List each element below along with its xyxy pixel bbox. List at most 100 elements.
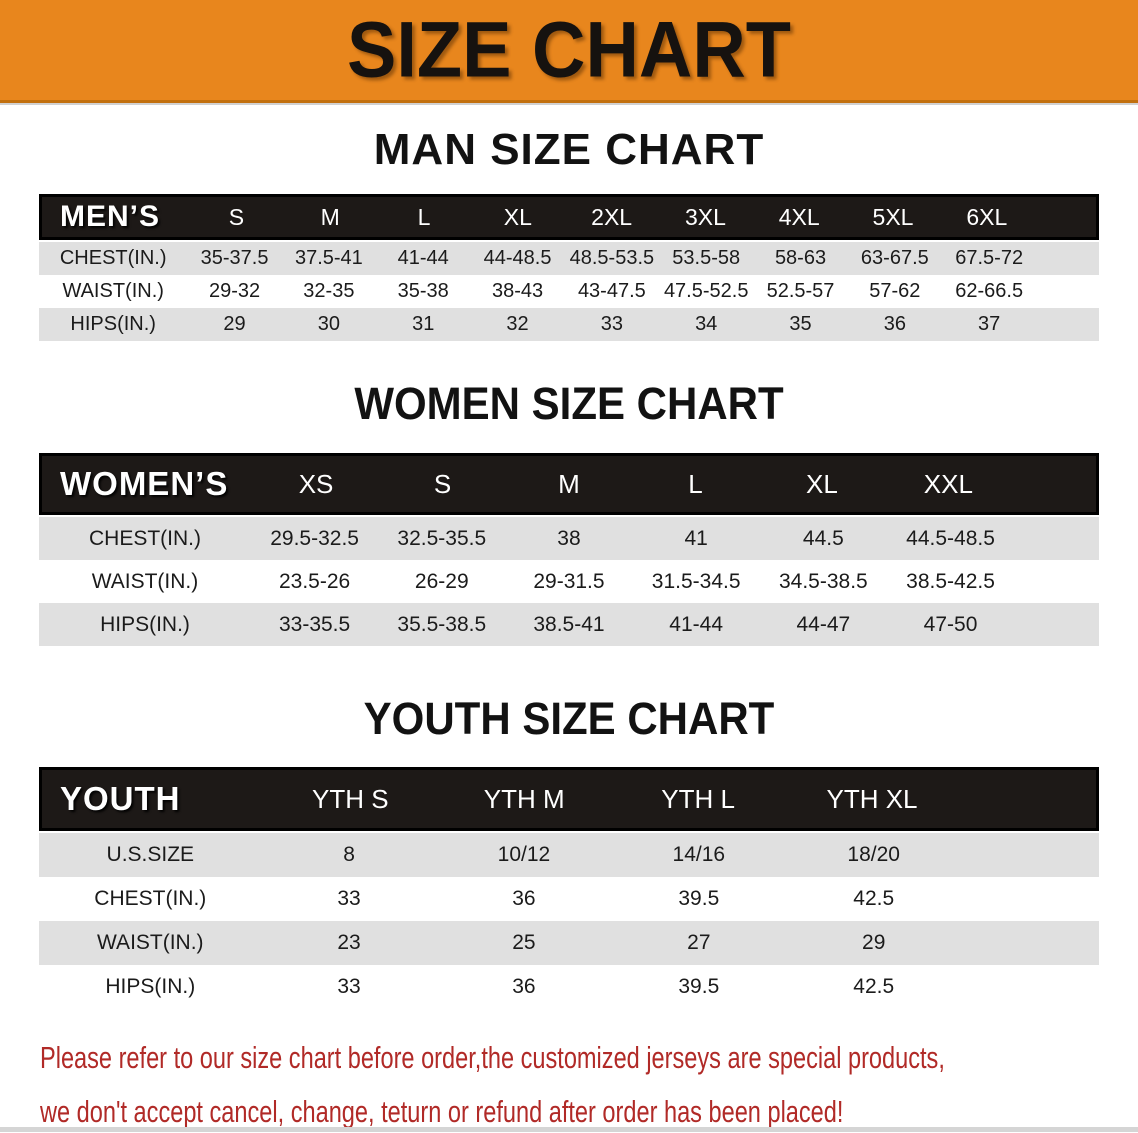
value-cell: 44-48.5 — [483, 247, 552, 269]
table-row: WAIST(IN.) 29-32 32-35 35-38 38-43 43-47… — [39, 275, 1099, 308]
men-table-header-row: MEN’S S M L XL 2XL 3XL 4XL 5XL 6XL — [39, 194, 1099, 240]
value-cell: 10/12 — [497, 843, 551, 866]
value-cell: 31 — [412, 313, 435, 335]
value-cell: 35-38 — [397, 280, 449, 302]
value-cell: 29-32 — [208, 280, 261, 302]
row-label: HIPS(IN.) — [100, 612, 190, 636]
value-cell: 36 — [512, 975, 536, 998]
women-group-label: WOMEN’S — [60, 465, 229, 502]
youth-size-chart-section: YOUTH SIZE CHART YOUTH YTH S YTH M YTH L… — [0, 693, 1138, 1009]
value-cell: 63-67.5 — [860, 247, 929, 269]
value-cell: 53.5-58 — [672, 247, 741, 269]
row-label: HIPS(IN.) — [70, 313, 156, 335]
row-label: CHEST(IN.) — [89, 526, 201, 550]
value-cell: 42.5 — [853, 887, 895, 910]
value-cell: 32 — [506, 313, 529, 335]
value-cell: 52.5-57 — [766, 280, 835, 302]
value-cell: 44-47 — [796, 612, 851, 636]
man-size-chart-section: MAN SIZE CHART MEN’S S M L XL 2XL 3XL 4X… — [0, 128, 1138, 341]
women-size-table: WOMEN’S XS S M L XL XXL CHEST(IN.) 29.5-… — [39, 453, 1099, 646]
column-header-cell: S — [228, 203, 245, 230]
table-row: CHEST(IN.) 29.5-32.5 32.5-35.5 38 41 44.… — [39, 517, 1099, 560]
bottom-strip — [0, 1127, 1138, 1132]
value-cell: 38-43 — [491, 280, 544, 302]
row-label: WAIST(IN.) — [91, 569, 199, 593]
value-cell: 29 — [223, 313, 246, 335]
value-cell: 35-37.5 — [200, 247, 269, 269]
column-header-cell: XL — [503, 203, 532, 230]
youth-size-table: YOUTH YTH S YTH M YTH L YTH XL U.S.SIZE … — [39, 767, 1099, 1009]
value-cell: 41 — [684, 526, 708, 550]
value-cell: 8 — [343, 843, 355, 866]
value-cell: 38.5-41 — [533, 612, 605, 636]
value-cell: 29.5-32.5 — [270, 526, 359, 550]
value-cell: 26-29 — [414, 569, 469, 593]
column-header-cell: YTH S — [311, 783, 389, 814]
column-header-cell: YTH XL — [826, 783, 918, 814]
value-cell: 58-63 — [774, 247, 827, 269]
value-cell: 32.5-35.5 — [397, 526, 487, 550]
women-table-header-row: WOMEN’S XS S M L XL XXL — [39, 453, 1099, 515]
value-cell: 38.5-42.5 — [906, 569, 995, 593]
column-header-cell: M — [558, 468, 580, 499]
column-header-cell: 2XL — [591, 203, 633, 230]
value-cell: 38 — [557, 526, 581, 550]
column-header-cell: L — [417, 203, 431, 230]
table-row: WAIST(IN.) 23 25 27 29 — [39, 921, 1099, 965]
value-cell: 42.5 — [853, 975, 895, 998]
row-label: U.S.SIZE — [106, 843, 195, 866]
value-cell: 23.5-26 — [278, 569, 351, 593]
column-header-cell: 5XL — [872, 203, 914, 230]
value-cell: 18/20 — [847, 843, 900, 866]
value-cell: 44.5 — [802, 526, 844, 550]
value-cell: 44.5-48.5 — [906, 526, 995, 550]
value-cell: 67.5-72 — [955, 247, 1024, 269]
column-header-cell: XXL — [923, 468, 973, 499]
value-cell: 29-31.5 — [533, 569, 605, 593]
table-row: HIPS(IN.) 29 30 31 32 33 34 35 36 37 — [39, 308, 1099, 341]
value-cell: 39.5 — [678, 887, 720, 910]
value-cell: 39.5 — [678, 975, 720, 998]
value-cell: 35 — [789, 313, 812, 335]
value-cell: 47-50 — [923, 612, 978, 636]
men-size-table: MEN’S S M L XL 2XL 3XL 4XL 5XL 6XL CHEST… — [39, 194, 1099, 341]
value-cell: 34 — [695, 313, 718, 335]
youth-group-label: YOUTH — [60, 780, 181, 817]
table-row: WAIST(IN.) 23.5-26 26-29 29-31.5 31.5-34… — [39, 560, 1099, 603]
value-cell: 48.5-53.5 — [569, 247, 655, 269]
women-size-chart-section: WOMEN SIZE CHART WOMEN’S XS S M L XL XXL… — [0, 378, 1138, 646]
disclaimer: Please refer to our size chart before or… — [40, 1037, 1138, 1133]
youth-table-header-row: YOUTH YTH S YTH M YTH L YTH XL — [39, 767, 1099, 831]
section-title-women: WOMEN SIZE CHART — [354, 378, 784, 429]
value-cell: 37.5-41 — [294, 247, 363, 269]
disclaimer-line-2: we don't accept cancel, change, teturn o… — [40, 1093, 844, 1129]
column-header-cell: XL — [806, 468, 838, 499]
value-cell: 33-35.5 — [278, 612, 351, 636]
column-header-cell: 4XL — [778, 203, 820, 230]
row-label: HIPS(IN.) — [105, 975, 196, 998]
value-cell: 37 — [978, 313, 1001, 335]
disclaimer-line-1: Please refer to our size chart before or… — [40, 1040, 945, 1075]
value-cell: 27 — [687, 931, 711, 954]
value-cell: 30 — [317, 313, 340, 335]
value-cell: 41-44 — [669, 612, 724, 636]
row-label: CHEST(IN.) — [94, 887, 207, 910]
value-cell: 34.5-38.5 — [778, 569, 868, 593]
column-header-cell: YTH M — [483, 783, 565, 814]
page-title: SIZE CHART — [347, 5, 791, 94]
value-cell: 43-47.5 — [577, 280, 646, 302]
column-header-cell: L — [688, 468, 703, 499]
value-cell: 25 — [512, 931, 536, 954]
value-cell: 35.5-38.5 — [397, 612, 487, 636]
column-header-cell: M — [320, 203, 340, 230]
row-label: WAIST(IN.) — [62, 280, 164, 302]
section-title-youth: YOUTH SIZE CHART — [363, 693, 775, 744]
value-cell: 36 — [883, 313, 906, 335]
value-cell: 47.5-52.5 — [663, 280, 749, 302]
section-title-man: MAN SIZE CHART — [373, 125, 765, 174]
value-cell: 29 — [862, 931, 886, 954]
men-group-label: MEN’S — [60, 200, 161, 233]
value-cell: 33 — [600, 313, 623, 335]
value-cell: 36 — [512, 887, 536, 910]
